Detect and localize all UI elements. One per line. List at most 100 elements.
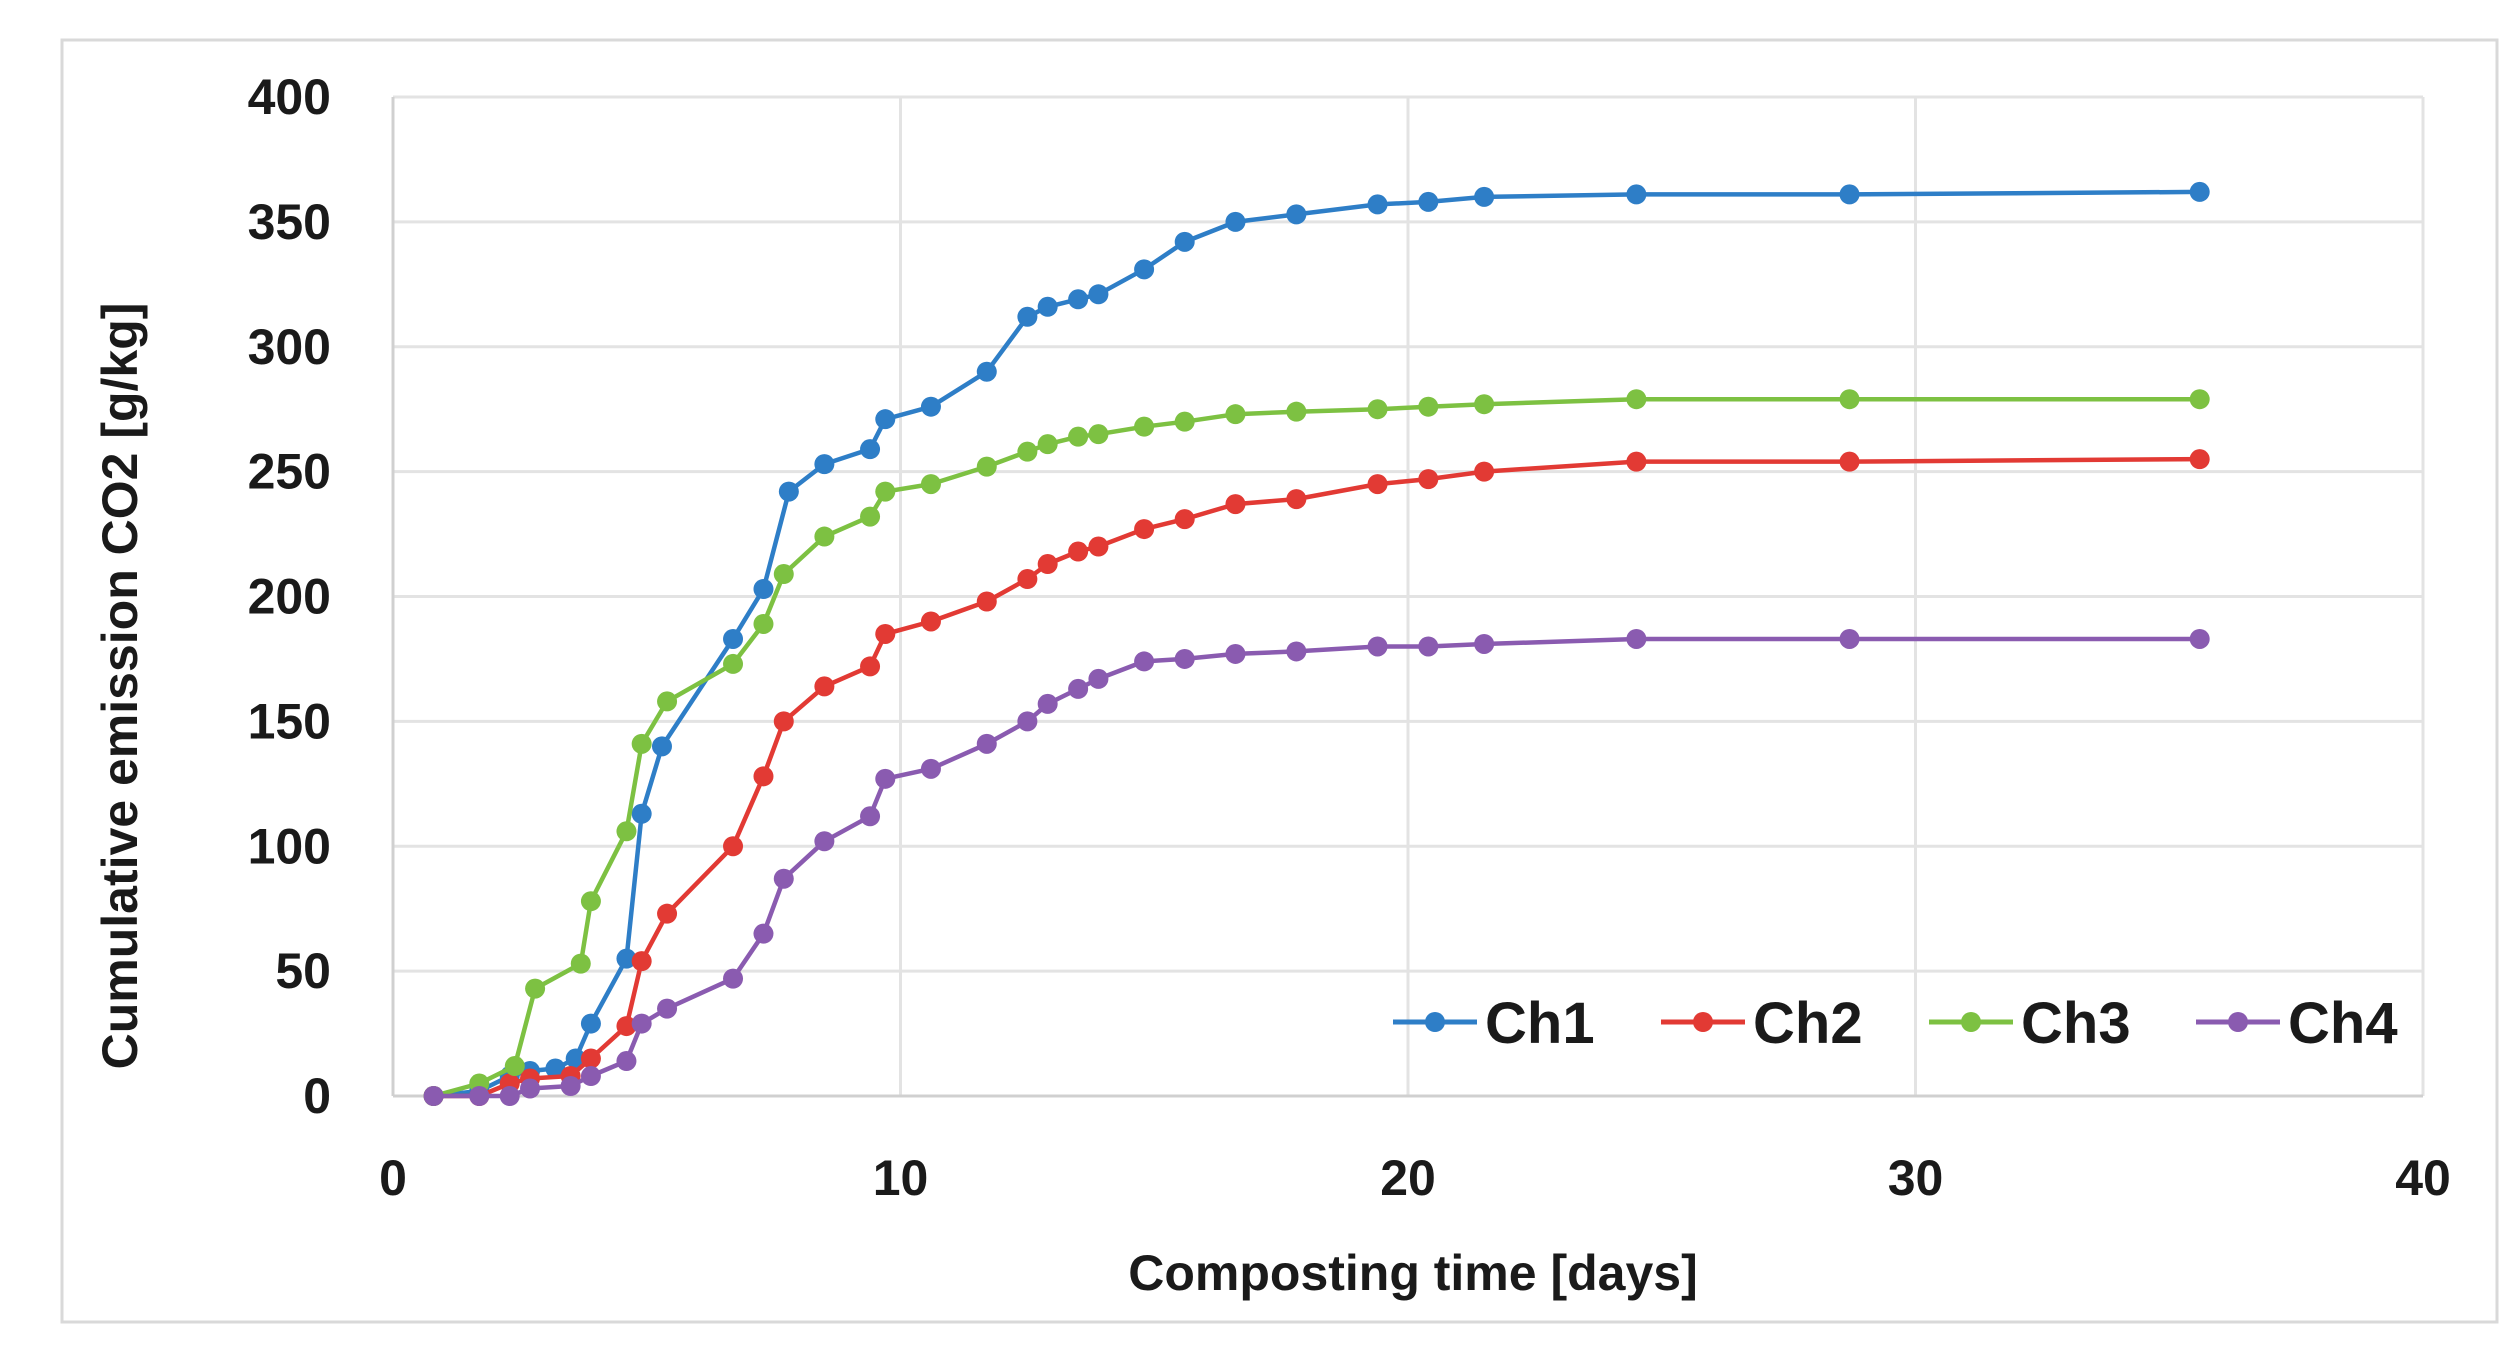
data-point [580,1048,601,1069]
legend-marker [1425,1012,1445,1032]
data-point [631,951,652,972]
data-series [423,181,2210,1106]
data-point [580,1066,601,1087]
legend: Ch1 Ch2 Ch3 Ch4 [1393,991,2398,1056]
data-point [1225,211,1246,232]
data-point [525,978,546,999]
legend-label: Ch4 [2288,991,2398,1056]
x-axis-title: Composting time [days] [1128,1245,1697,1301]
data-point [1626,184,1647,205]
data-point [1088,536,1109,557]
x-tick-label: 10 [873,1150,929,1206]
data-point [2189,389,2210,410]
legend-label: Ch3 [2021,991,2131,1056]
data-point [580,1013,601,1034]
data-point [1225,643,1246,664]
data-point [1626,389,1647,410]
data-point [1474,394,1495,415]
data-point [920,758,941,779]
data-point [976,733,997,754]
data-point [565,1048,586,1069]
data-point [1068,289,1089,310]
data-point [616,1016,637,1037]
data-point [976,361,997,382]
series-ch3 [423,389,2210,1106]
data-point [1134,259,1155,280]
data-point [1225,404,1246,425]
data-point [814,676,835,697]
y-tick-label: 300 [248,319,331,375]
data-point [753,766,774,787]
data-point [875,623,896,644]
y-tick-label: 0 [303,1068,331,1124]
data-point [1134,416,1155,437]
data-point [1286,489,1307,510]
legend-marker [1961,1012,1981,1032]
data-point [1017,711,1038,732]
data-point [920,611,941,632]
data-point [860,506,881,527]
data-point [1037,434,1058,455]
data-point [753,923,774,944]
data-point [1839,451,1860,472]
data-point [1626,451,1647,472]
data-point [1174,411,1195,432]
legend-item-ch1: Ch1 [1393,991,1595,1056]
x-tick-label: 0 [379,1150,407,1206]
data-point [570,953,591,974]
data-point [2189,628,2210,649]
data-point [920,474,941,495]
data-point [631,733,652,754]
data-point [1134,519,1155,540]
data-point [1367,399,1388,420]
data-point [657,998,678,1019]
data-point [1418,469,1439,490]
data-point [1286,204,1307,225]
legend-marker [1693,1012,1713,1032]
data-point [1474,461,1495,482]
data-point [1418,636,1439,657]
data-point [1286,641,1307,662]
data-point [773,711,794,732]
data-point [723,836,744,857]
data-point [423,1086,444,1106]
data-point [1017,441,1038,462]
data-point [860,806,881,827]
data-point [651,736,672,757]
data-point [1474,633,1495,654]
data-point [545,1058,566,1079]
legend-item-ch3: Ch3 [1929,991,2131,1056]
data-point [616,821,637,842]
data-point [1367,474,1388,495]
data-point [2189,181,2210,202]
data-point [1839,389,1860,410]
data-point [1174,648,1195,669]
data-point [814,454,835,475]
data-point [631,1013,652,1034]
data-point [860,439,881,460]
data-point [723,968,744,989]
data-point [631,803,652,824]
data-point [1088,668,1109,689]
y-tick-label: 400 [248,69,331,125]
data-point [1839,628,1860,649]
axes [391,97,2423,1098]
data-point [1839,184,1860,205]
x-tick-label: 40 [2395,1150,2451,1206]
series-ch4 [423,628,2210,1106]
data-point [773,868,794,889]
data-point [920,396,941,417]
y-tick-label: 200 [248,569,331,625]
legend-item-ch2: Ch2 [1661,991,1863,1056]
data-point [1068,426,1089,447]
y-tick-label: 50 [275,943,331,999]
data-point [1174,231,1195,252]
data-point [1088,424,1109,445]
data-point [520,1078,541,1099]
legend-label: Ch2 [1753,991,1863,1056]
data-point [1626,628,1647,649]
data-point [976,591,997,612]
data-point [560,1076,581,1097]
